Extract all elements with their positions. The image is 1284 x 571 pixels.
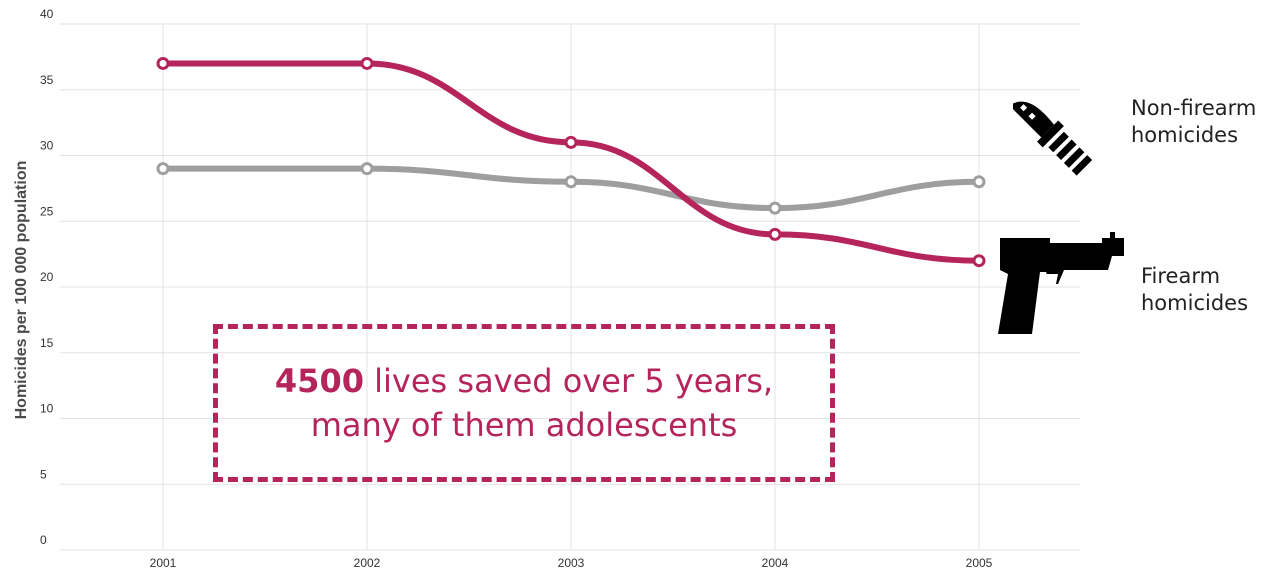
y-tick-label: 10 <box>40 402 54 416</box>
pistol-icon <box>998 232 1124 334</box>
series-lines <box>156 56 986 268</box>
x-tick-label: 2004 <box>762 556 789 570</box>
nonfirearm-label: Non-firearm homicides <box>1131 95 1256 149</box>
knife-icon <box>1012 101 1093 176</box>
callout-number: 4500 <box>274 362 364 400</box>
callout-text-line2: many of them adolescents <box>310 406 738 444</box>
data-point <box>156 56 170 70</box>
x-tick-label: 2002 <box>354 556 381 570</box>
nonfirearm-label-line2: homicides <box>1131 123 1239 147</box>
callout-box: 4500 lives saved over 5 years, many of t… <box>213 324 835 482</box>
y-axis-label: Homicides per 100 000 population <box>13 161 30 420</box>
y-tick-label: 20 <box>40 270 54 284</box>
firearm-label-line2: homicides <box>1141 291 1249 315</box>
y-tick-label: 40 <box>40 7 54 21</box>
data-point <box>360 56 374 70</box>
x-tick-label: 2005 <box>966 556 993 570</box>
series-1 <box>156 56 986 268</box>
x-tick-label: 2001 <box>150 556 177 570</box>
firearm-label: Firearm homicides <box>1141 263 1248 317</box>
y-tick-label: 15 <box>40 336 54 350</box>
data-point <box>156 162 170 176</box>
firearm-label-line1: Firearm <box>1141 264 1221 288</box>
data-point <box>768 201 782 215</box>
data-point <box>360 162 374 176</box>
x-tick-labels: 2001 2002 2003 2004 2005 <box>150 556 993 570</box>
y-tick-label: 5 <box>40 467 47 481</box>
grid-lines <box>60 23 1080 551</box>
nonfirearm-label-line1: Non-firearm <box>1131 96 1257 120</box>
y-tick-label: 35 <box>40 73 54 87</box>
data-point <box>768 227 782 241</box>
y-tick-label: 25 <box>40 204 54 218</box>
y-tick-label: 30 <box>40 139 54 153</box>
data-point <box>972 175 986 189</box>
callout-text-line1: lives saved over 5 years, <box>363 362 774 400</box>
series-0 <box>156 162 986 215</box>
data-point <box>564 135 578 149</box>
y-tick-labels: 0 5 10 15 20 25 30 35 40 <box>40 7 54 547</box>
data-point <box>972 254 986 268</box>
y-tick-label: 0 <box>40 533 47 547</box>
x-tick-label: 2003 <box>558 556 585 570</box>
data-point <box>564 175 578 189</box>
